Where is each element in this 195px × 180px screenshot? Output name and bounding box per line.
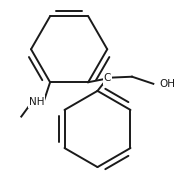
Text: C: C [104, 73, 111, 84]
Text: OH: OH [160, 79, 176, 89]
Text: NH: NH [29, 96, 44, 107]
